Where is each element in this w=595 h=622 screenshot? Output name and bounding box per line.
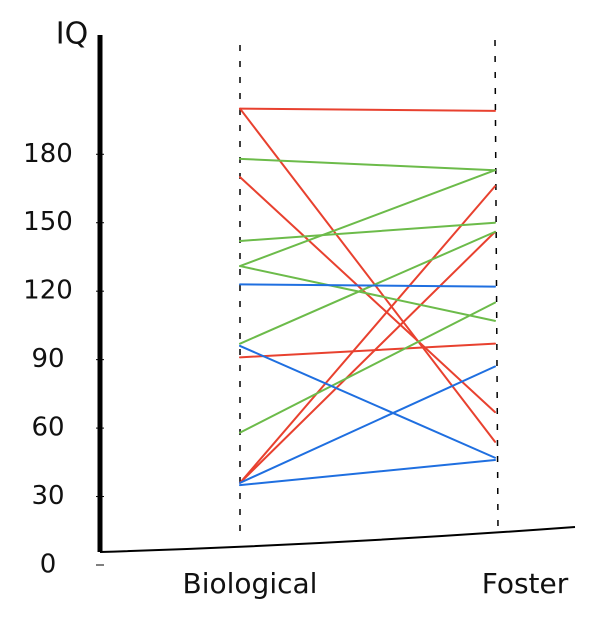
x-tick-label: Foster <box>482 567 569 600</box>
series-line <box>239 283 496 288</box>
series-line <box>239 169 496 268</box>
y-tick-label: 0 <box>40 550 57 580</box>
x-axis <box>99 526 576 553</box>
y-tick-label: 30 <box>31 481 64 511</box>
y-tick-label: 120 <box>23 276 73 306</box>
series-line <box>239 185 496 484</box>
series-line <box>239 342 496 359</box>
series-line <box>239 230 496 345</box>
series-line <box>239 459 496 487</box>
series-line <box>239 176 496 414</box>
category-guide <box>494 39 499 531</box>
y-tick-label: 180 <box>23 139 73 169</box>
y-tick-label: 150 <box>23 207 73 237</box>
series-line <box>239 107 496 112</box>
series-line <box>239 301 496 434</box>
series-line <box>239 365 496 484</box>
x-tick-label: Biological <box>183 567 318 600</box>
series-line <box>239 230 496 484</box>
series-line <box>239 344 496 459</box>
y-axis-label: IQ <box>56 17 88 52</box>
series-line <box>239 265 496 322</box>
series-line <box>239 221 496 242</box>
series-line <box>239 157 496 172</box>
y-tick-label: 90 <box>31 344 64 374</box>
y-tick-label: 60 <box>31 413 64 443</box>
